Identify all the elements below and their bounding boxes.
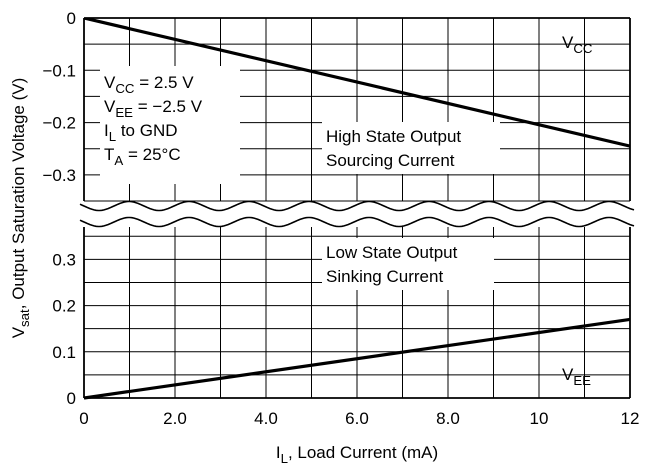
condition-line: IL to GND xyxy=(104,121,178,144)
vcc-rail-label: VCC xyxy=(562,33,593,56)
high-state-label-bg xyxy=(322,122,500,174)
axis-break-wave-lower xyxy=(79,216,635,228)
x-tick-label: 2.0 xyxy=(163,409,187,428)
axis-break xyxy=(79,200,635,228)
axis-labels: IL, Load Current (mA) Vsat, Output Satura… xyxy=(9,78,438,466)
low-state-label: Low State Output xyxy=(326,243,458,262)
x-axis-label: IL, Load Current (mA) xyxy=(276,443,438,466)
lower-series-line xyxy=(84,317,630,400)
x-tick-label: 6.0 xyxy=(345,409,369,428)
y-tick-label: 0 xyxy=(67,9,76,28)
data-series xyxy=(84,18,630,400)
y-tick-label: 0.2 xyxy=(52,297,76,316)
plot-frame xyxy=(83,17,631,399)
y-tick-label: −0.3 xyxy=(42,166,76,185)
low-state-label-bg xyxy=(322,238,494,290)
condition-line: VEE = −2.5 V xyxy=(104,97,203,120)
x-tick-label: 8.0 xyxy=(436,409,460,428)
condition-line: TA = 25°C xyxy=(104,145,181,168)
high-state-label: Sourcing Current xyxy=(326,151,455,170)
axis-break-wave-upper xyxy=(79,200,635,212)
y-tick-label: −0.2 xyxy=(42,114,76,133)
low-state-label: Sinking Current xyxy=(326,267,443,286)
high-state-label: High State Output xyxy=(326,127,461,146)
x-tick-label: 12 xyxy=(621,409,640,428)
x-tick-label: 4.0 xyxy=(254,409,278,428)
y-tick-label: 0.3 xyxy=(52,250,76,269)
condition-line: VCC = 2.5 V xyxy=(104,73,194,96)
y-axis-label: Vsat, Output Saturation Voltage (V) xyxy=(9,78,32,339)
y-tick-label: 0 xyxy=(67,389,76,408)
tick-labels: 0 −0.1 −0.2 −0.3 0 0.1 0.2 0.3 0 2.0 4.0 6.0 8.0 10 12 xyxy=(42,9,639,428)
x-tick-label: 0 xyxy=(79,409,88,428)
x-tick-label: 10 xyxy=(530,409,549,428)
vee-rail-label: VEE xyxy=(562,365,591,388)
y-tick-label: −0.1 xyxy=(42,61,76,80)
conditions-bg xyxy=(100,66,240,184)
y-tick-label: 0.1 xyxy=(52,343,76,362)
upper-series-line xyxy=(84,18,630,148)
